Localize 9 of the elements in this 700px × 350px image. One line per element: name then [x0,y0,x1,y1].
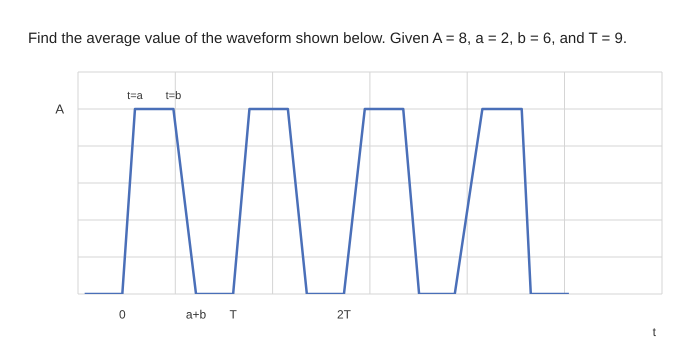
x-tick-label: a+b [186,308,207,322]
annotation: t=a [127,90,144,102]
annotation: t=b [166,90,182,102]
x-tick-label: 2T [336,308,352,322]
text: A [55,102,64,117]
x-tick-label: T [229,308,238,322]
x-tick-label: 0 [118,308,126,322]
x-axis-title: t [652,325,657,339]
chart-title: Find the average value of the waveform shown below. Given A = 8, a = 2, b = 6, and T = 9. [27,29,628,49]
